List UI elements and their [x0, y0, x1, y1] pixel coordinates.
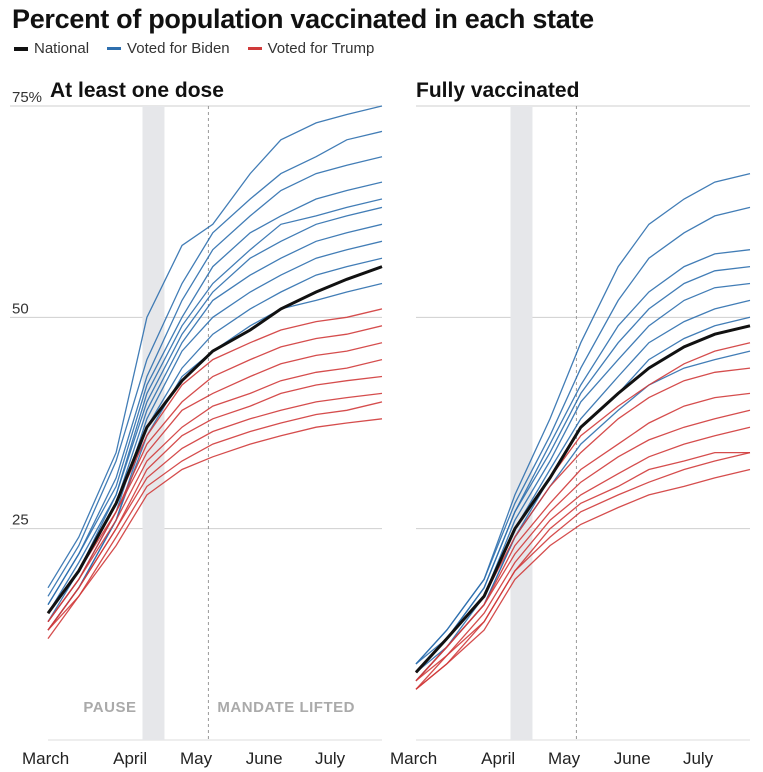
legend-item-biden: Voted for Biden — [107, 40, 230, 57]
trump-state-line — [415, 451, 751, 690]
trump-state-line — [415, 468, 751, 690]
x-tick-label: July — [683, 749, 714, 768]
x-tick-label: March — [390, 749, 437, 768]
x-tick-label: June — [614, 749, 651, 768]
x-tick-label: May — [548, 749, 581, 768]
biden-state-line — [47, 257, 383, 631]
legend-item-national: National — [14, 40, 89, 57]
biden-state-line — [47, 181, 383, 606]
biden-state-line — [47, 130, 383, 597]
panel-title: Fully vaccinated — [416, 79, 579, 102]
biden-state-line — [47, 282, 383, 631]
biden-state-line — [47, 206, 383, 614]
x-tick-label: March — [22, 749, 69, 768]
trump-state-line — [415, 342, 751, 673]
chart-title: Percent of population vaccinated in each… — [12, 4, 594, 34]
pause-label: PAUSE — [83, 699, 136, 716]
biden-state-line — [415, 206, 751, 665]
panel-1: At least one dose 75% 50 25 PAUSE MANDATE LIF… — [10, 79, 383, 768]
legend-label-biden: Voted for Biden — [127, 40, 230, 57]
trump-state-line — [47, 418, 383, 639]
pause-band — [510, 106, 533, 740]
trump-state-line — [415, 367, 751, 673]
y-tick-label: 25 — [12, 512, 29, 529]
national-line — [46, 265, 383, 615]
x-tick-label: July — [315, 749, 346, 768]
biden-state-line — [415, 265, 751, 673]
pause-band — [142, 106, 165, 740]
trump-state-line — [47, 325, 383, 614]
trump-state-line — [415, 409, 751, 682]
y-tick-label: 50 — [12, 300, 29, 317]
x-tick-label: April — [113, 749, 147, 768]
legend-swatch-trump — [247, 47, 262, 50]
y-tick-label: 75% — [12, 89, 42, 106]
biden-state-line — [47, 156, 383, 606]
national-line — [414, 324, 751, 674]
legend-swatch-biden — [107, 47, 122, 50]
trump-state-line — [415, 426, 751, 682]
x-tick-label: May — [180, 749, 213, 768]
panel-title: At least one dose — [50, 79, 224, 102]
trump-state-line — [47, 358, 383, 623]
legend: National Voted for Biden Voted for Trump — [14, 40, 374, 57]
biden-state-line — [415, 316, 751, 682]
mandate-label: MANDATE LIFTED — [217, 699, 355, 716]
legend-label-national: National — [34, 40, 90, 57]
trump-state-line — [415, 451, 750, 690]
biden-state-line — [415, 172, 751, 665]
biden-state-line — [47, 198, 383, 614]
x-tick-label: April — [481, 749, 515, 768]
trump-state-line — [47, 401, 383, 631]
biden-state-line — [47, 105, 383, 589]
trump-state-line — [47, 308, 383, 614]
biden-state-line — [415, 299, 751, 673]
trump-state-line — [47, 342, 383, 623]
trump-state-line — [47, 392, 383, 631]
legend-swatch-national — [14, 46, 28, 51]
panel-2: Fully vaccinated March April May June July — [390, 79, 751, 768]
legend-item-trump: Voted for Trump — [247, 40, 375, 57]
x-tick-label: June — [246, 749, 283, 768]
legend-label-trump: Voted for Trump — [267, 40, 375, 57]
biden-state-line — [415, 350, 751, 682]
